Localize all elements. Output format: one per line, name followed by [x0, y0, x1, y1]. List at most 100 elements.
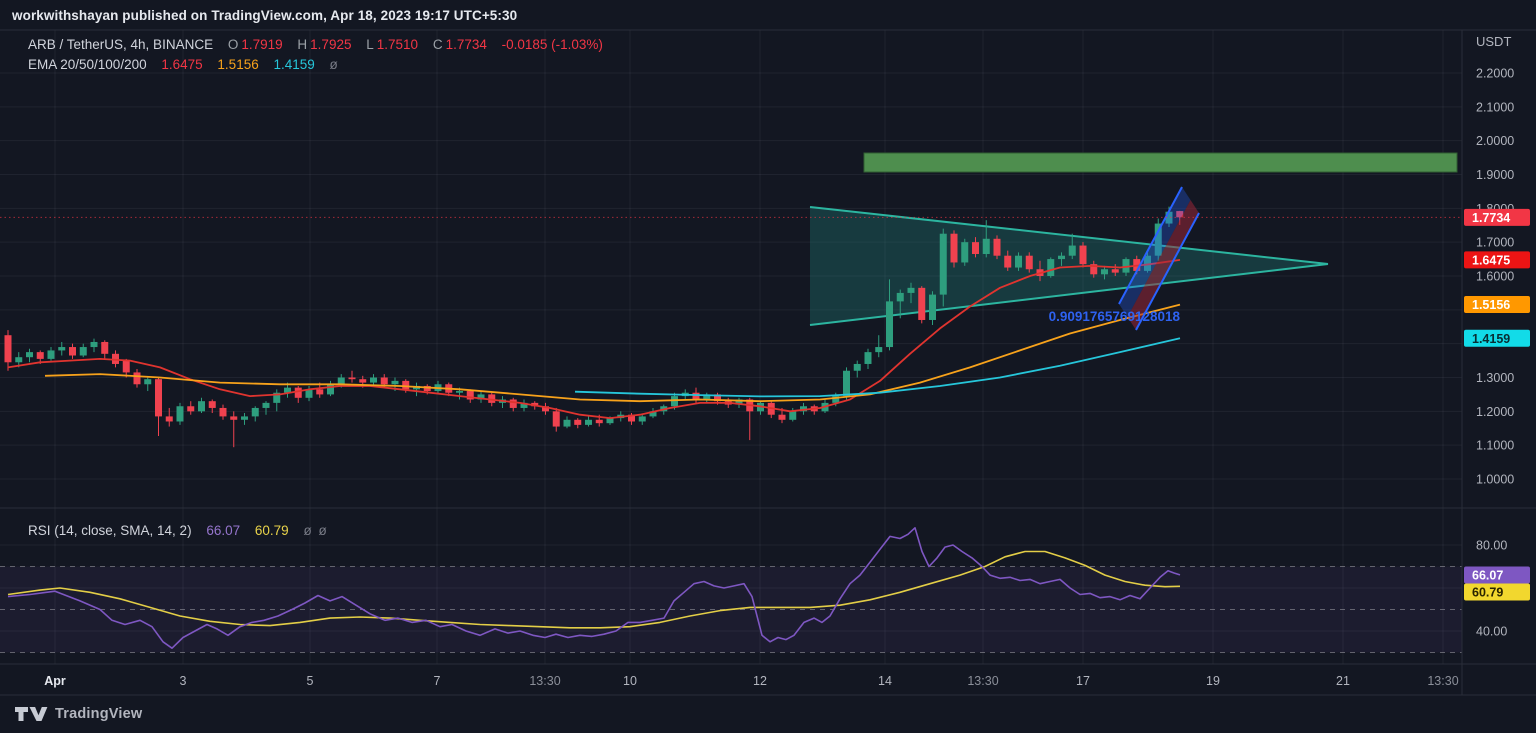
rsi-sma-value-label-bg — [1464, 583, 1530, 601]
rsi-tick-label: 40.00 — [1476, 625, 1507, 639]
candle-body — [843, 370, 850, 397]
candle-body — [380, 377, 388, 385]
low-value: 1.7510 — [376, 37, 419, 52]
triangle-upper-trendline[interactable] — [809, 206, 1329, 265]
candle-body — [133, 372, 141, 385]
time-tick-label: 12 — [753, 674, 767, 688]
publish-header: workwithshayan published on TradingView.… — [0, 0, 1536, 30]
price-tick-label: 1.6000 — [1476, 270, 1514, 284]
resistance-zone-box[interactable] — [863, 152, 1458, 173]
candle-body — [1154, 223, 1162, 256]
candle-body — [1015, 255, 1022, 268]
candle-body — [219, 407, 227, 417]
triangle-lower-trendline[interactable] — [809, 263, 1329, 326]
price-tick-label: 1.2000 — [1476, 405, 1514, 419]
candle-body — [509, 399, 517, 408]
rsi-empty-1: ø — [303, 523, 312, 538]
time-tick-label: 17 — [1076, 674, 1090, 688]
ema200-empty-value: ø — [329, 57, 338, 72]
candle-body — [391, 380, 399, 385]
candle-body — [671, 396, 678, 407]
candle-body — [735, 399, 743, 405]
rsi-empty-2: ø — [318, 523, 327, 538]
candle-body — [305, 389, 313, 398]
candle-body — [69, 347, 76, 356]
candle-body — [703, 394, 711, 400]
time-tick-label: 13:30 — [1427, 674, 1458, 688]
candle-body — [187, 406, 195, 412]
gridlines — [0, 30, 1462, 664]
candle-body — [327, 384, 334, 395]
candle-body — [896, 292, 904, 302]
candle-body — [1122, 259, 1130, 273]
tradingview-logo-icon[interactable] — [14, 704, 48, 724]
channel-upper-fill[interactable] — [1119, 187, 1191, 317]
candle-body — [606, 418, 614, 424]
ema-line-100 — [574, 337, 1181, 398]
change-value: -0.0185 (-1.03%) — [501, 37, 603, 52]
candle-body — [1079, 245, 1087, 265]
candle-body — [456, 391, 463, 393]
tradingview-brand[interactable]: TradingView — [55, 706, 143, 722]
candle-body — [294, 387, 302, 398]
candle-body — [1176, 211, 1184, 218]
ema20-value: 1.6475 — [161, 57, 203, 72]
channel-line-upper[interactable] — [1118, 186, 1183, 305]
ema-line-50 — [44, 303, 1181, 403]
candle-body — [262, 402, 270, 408]
candle-body — [993, 238, 1001, 256]
ema20-price-label-bg — [1464, 251, 1530, 269]
candle-body — [552, 411, 560, 427]
triangle-pattern-fill[interactable] — [810, 207, 1328, 325]
candle-body — [929, 294, 936, 320]
candle-body — [714, 394, 721, 402]
ema-title[interactable]: EMA 20/50/100/200 — [28, 57, 147, 72]
candle-body — [907, 287, 915, 293]
candle-body — [26, 352, 33, 358]
last-price-label-bg — [1464, 208, 1530, 226]
high-value: 1.7925 — [310, 37, 352, 52]
price-axis[interactable]: USDT2.20002.10002.00001.90001.80001.7000… — [1464, 34, 1530, 639]
candle-body — [789, 411, 797, 420]
candle-body — [1025, 255, 1033, 270]
candle-body — [466, 391, 474, 400]
candle-body — [918, 287, 926, 320]
footer-bar: TradingView — [0, 695, 1536, 733]
ema100-price-label-bg — [1464, 329, 1530, 347]
time-tick-label: 14 — [878, 674, 892, 688]
candle-body — [982, 238, 990, 255]
candle-body — [853, 363, 861, 371]
candle-body — [316, 389, 324, 395]
ema-legend: EMA 20/50/100/200 1.6475 1.5156 1.4159 ø — [28, 57, 341, 72]
time-tick-label: 7 — [434, 674, 441, 688]
candle-body — [692, 392, 700, 400]
time-axis[interactable]: Apr 3 5 7 13:30 10 12 14 13:30 17 19 21 13:30 — [44, 674, 1458, 688]
candle-body — [1165, 211, 1173, 224]
candle-body — [972, 242, 979, 255]
ema100-value: 1.4159 — [273, 57, 315, 72]
candle-body — [101, 341, 109, 354]
candle-body — [886, 301, 893, 348]
candle-body — [939, 233, 947, 295]
ema100-price-label: 1.4159 — [1472, 332, 1510, 346]
rsi-line — [7, 527, 1181, 649]
symbol-title[interactable]: ARB / TetherUS, 4h, BINANCE — [28, 37, 214, 52]
candles — [4, 206, 1184, 448]
rsi-title[interactable]: RSI (14, close, SMA, 14, 2) — [28, 523, 192, 538]
rsi-sma-value-label: 60.79 — [1472, 585, 1503, 599]
ema20-price-label: 1.6475 — [1472, 253, 1510, 267]
close-value: 1.7734 — [445, 37, 487, 52]
channel-line-lower[interactable] — [1135, 212, 1200, 331]
candle-body — [864, 352, 872, 364]
channel-lower-fill[interactable] — [1127, 200, 1200, 330]
close-label: C — [432, 37, 443, 52]
rsi-legend: RSI (14, close, SMA, 14, 2) 66.07 60.79 … — [28, 523, 330, 538]
rsi-sma-line — [7, 550, 1181, 629]
candle-body — [198, 401, 205, 412]
time-tick-label: 13:30 — [967, 674, 998, 688]
candle-body — [36, 352, 44, 359]
candle-body — [563, 419, 571, 427]
time-tick-label: Apr — [44, 674, 66, 688]
